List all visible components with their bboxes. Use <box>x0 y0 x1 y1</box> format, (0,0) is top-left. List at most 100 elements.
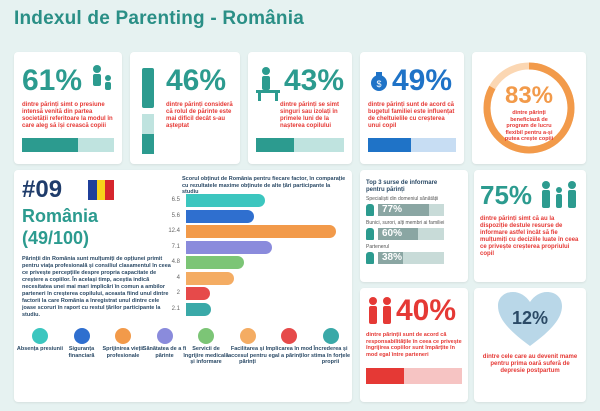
romania-flag <box>88 180 115 200</box>
factor-bar <box>186 225 336 238</box>
factor-bar <box>186 240 272 254</box>
page-title: Indexul de Parenting - România <box>14 8 304 29</box>
source-person-icon <box>366 228 374 240</box>
stat-bar <box>22 138 114 152</box>
stat-text: dintre părinți se simt singuri sau izola… <box>280 102 340 129</box>
country-card: #09 România (49/100) Părinții din Români… <box>14 170 352 402</box>
factor-bar <box>186 194 265 207</box>
source-bar-fill <box>378 252 404 264</box>
heart-icon <box>498 292 562 346</box>
svg-text:$: $ <box>376 79 381 89</box>
factor-value-label: 12.4 <box>168 228 180 234</box>
stat-card-12: 12% dintre cele care au devenit mame pen… <box>474 288 586 402</box>
stat-card-40: 40% dintre părinții sunt de acord că res… <box>360 288 468 402</box>
factor-category-icon <box>115 328 131 344</box>
stat-bar-fill <box>22 138 79 152</box>
exclamation-icon <box>142 68 154 108</box>
sources-card: Top 3 surse de informare pentru părinți … <box>360 170 468 282</box>
factor-category-icon <box>156 328 173 344</box>
factor-category-icon <box>239 328 256 344</box>
family-icon <box>542 181 576 208</box>
stat-text: dintre cele care au devenit mame pentru … <box>482 354 578 374</box>
factor-category: Implicarea în mod egal a părinților <box>265 328 313 359</box>
factor-category-icon <box>32 328 48 344</box>
source-bar-fill <box>378 228 418 240</box>
source-value: 38% <box>382 252 403 263</box>
source-value: 77% <box>382 204 403 215</box>
stat-text: dintre părinți sunt de acord că bugetul … <box>368 102 455 129</box>
stat-bar-fill <box>256 138 294 152</box>
progress-ring <box>483 62 575 154</box>
stat-value: 83% <box>504 82 554 109</box>
factor-category-icon <box>281 328 297 344</box>
factor-category: Încrederea și stima în forțele proprii <box>307 328 355 366</box>
country-name: România <box>22 206 99 226</box>
factor-category-icon <box>322 328 339 344</box>
factor-category-icon <box>73 328 90 344</box>
exclamation-bar-fill <box>142 134 154 154</box>
factor-category: Servicii de îngrijire medicală și inform… <box>182 328 230 366</box>
stat-value: 12% <box>511 308 549 328</box>
factor-categories: Absența presiunii Siguranța financiară Spr… <box>16 328 352 400</box>
stat-bar-fill <box>366 368 405 384</box>
source-label: Specialiști din domeniul sănătății <box>366 196 439 202</box>
country-score: (49/100) <box>22 228 90 248</box>
parents-icon <box>369 297 391 324</box>
factor-value-label: 5.6 <box>171 212 180 219</box>
person-desk-icon <box>256 67 280 101</box>
source-label: Partenerul <box>366 244 390 250</box>
stat-bar-fill <box>368 138 412 152</box>
factor-value-label: 4.8 <box>171 259 180 265</box>
source-person-icon <box>366 204 374 216</box>
stat-text: dintre părinți simt că au la dispoziție … <box>480 216 579 257</box>
factor-bar <box>186 209 254 223</box>
factor-value-label: 2.1 <box>171 305 180 312</box>
stat-value: 46% <box>166 64 227 97</box>
stat-bar <box>256 138 344 152</box>
chart-note: Scorul obținut de România pentru fiecare… <box>182 176 346 195</box>
stat-card-43: 43% dintre părinți se simt singuri sau i… <box>248 52 352 164</box>
factor-category-label: Încrederea și stima în forțele proprii <box>310 346 351 365</box>
stat-card-46: 46% dintre părinți consideră că rolul de… <box>130 52 240 164</box>
factor-bar <box>186 302 212 316</box>
money-bag-icon: $ <box>371 72 387 91</box>
stat-card-83: 83% dintre părinți beneficiază de progra… <box>472 52 586 164</box>
country-description: Părinții din România sunt mulțumiți de o… <box>22 256 171 318</box>
factor-category: Sănătatea de a fi părinte <box>141 328 189 359</box>
factor-category-label: Servicii de îngrijire medicală și inform… <box>183 346 229 365</box>
sources-list: Specialiști din domeniul sănătății 77% Bun… <box>366 196 462 276</box>
stat-text: dintre părinți consideră că rolul de păr… <box>166 102 233 129</box>
factor-category-label: Sprijinirea vieții profesionale <box>102 346 144 359</box>
factor-bar <box>186 287 211 300</box>
stat-bar <box>368 138 456 152</box>
factor-value-label: 6.5 <box>171 197 180 203</box>
stat-value: 61% <box>22 64 83 97</box>
source-bar: 77% <box>378 204 444 216</box>
stat-text: dintre părinți simt o presiune intensă v… <box>22 102 113 129</box>
factor-category-label: Siguranța financiară <box>68 346 95 359</box>
factor-category-label: Facilitarea și accesul pentru părinți <box>228 346 267 365</box>
factor-category-label: Sănătatea de a fi părinte <box>142 346 187 359</box>
stat-text: dintre părinți beneficiază de program de… <box>504 110 554 142</box>
stat-card-61: 61% dintre părinți simt o presiune inten… <box>14 52 122 164</box>
source-person-icon <box>366 252 374 264</box>
factor-category-label: Implicarea în mod egal a părinților <box>265 346 313 359</box>
factor-bar <box>186 271 235 285</box>
stat-value: 43% <box>284 64 345 97</box>
source-bar-fill <box>378 204 429 216</box>
source-bar: 38% <box>378 252 444 264</box>
source-label: Bunici, surori, alți membri ai familiei <box>366 220 445 226</box>
parent-child-icon <box>93 65 111 90</box>
factor-category-label: Absența presiunii <box>16 346 64 352</box>
factor-value-label: 2 <box>176 290 180 296</box>
stat-value: 40% <box>396 294 457 327</box>
stat-bar <box>366 368 462 384</box>
progress-ring-fill <box>483 62 575 154</box>
factor-category: Sprijinirea vieții profesionale <box>99 328 147 359</box>
sources-heading: Top 3 surse de informare pentru părinți <box>366 180 438 193</box>
factor-category: Absența presiunii <box>16 328 64 353</box>
country-rank: #09 <box>22 176 63 203</box>
stat-card-49: $ 49% dintre părinți sunt de acord că bu… <box>360 52 464 164</box>
factor-value-label: 7.1 <box>171 243 180 250</box>
factor-category-icon <box>198 328 214 344</box>
